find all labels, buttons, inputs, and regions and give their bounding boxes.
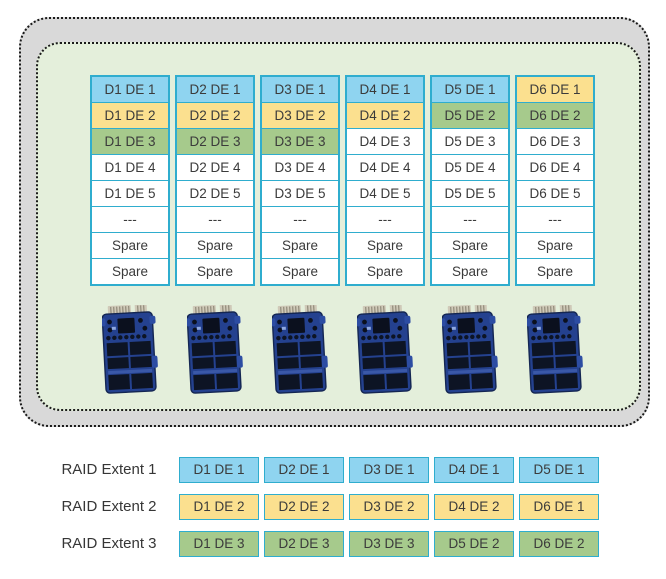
raid-extent-cell: D3 DE 1 bbox=[349, 457, 429, 483]
raid-extent-row-2: RAID Extent 2 D1 DE 2 D2 DE 2 D3 DE 2 D4… bbox=[0, 494, 666, 520]
drive-slot-5 bbox=[430, 305, 510, 395]
raid-extent-cell: D1 DE 3 bbox=[179, 531, 259, 557]
extent-cell: D5 DE 3 bbox=[432, 129, 508, 155]
storage-pool-outer-container: D1 DE 1 D1 DE 2 D1 DE 3 D1 DE 4 D1 DE 5 … bbox=[19, 17, 650, 427]
raid-extent-boxes: D1 DE 3 D2 DE 3 D3 DE 3 D5 DE 2 D6 DE 2 bbox=[179, 531, 599, 557]
extent-cell: D1 DE 5 bbox=[92, 181, 168, 207]
extent-cell-spare: Spare bbox=[92, 259, 168, 284]
drive-column-d2: D2 DE 1 D2 DE 2 D2 DE 3 D2 DE 4 D2 DE 5 … bbox=[175, 75, 255, 286]
raid-extent-row-3: RAID Extent 3 D1 DE 3 D2 DE 3 D3 DE 3 D5… bbox=[0, 531, 666, 557]
extent-cell-spare: Spare bbox=[92, 233, 168, 259]
raid-extent-cell: D2 DE 3 bbox=[264, 531, 344, 557]
extent-cell-ellipsis: --- bbox=[262, 207, 338, 233]
drive-slot-4 bbox=[345, 305, 425, 395]
drive-column-d1: D1 DE 1 D1 DE 2 D1 DE 3 D1 DE 4 D1 DE 5 … bbox=[90, 75, 170, 286]
extent-cell: D4 DE 3 bbox=[347, 129, 423, 155]
extent-cell: D5 DE 2 bbox=[432, 103, 508, 129]
extent-cell-spare: Spare bbox=[262, 259, 338, 284]
extent-cell: D2 DE 2 bbox=[177, 103, 253, 129]
raid-extent-cell: D1 DE 1 bbox=[179, 457, 259, 483]
extent-cell-ellipsis: --- bbox=[347, 207, 423, 233]
extent-cell-ellipsis: --- bbox=[517, 207, 593, 233]
raid-extent-cell: D6 DE 1 bbox=[519, 494, 599, 520]
drive-column-d3: D3 DE 1 D3 DE 2 D3 DE 3 D3 DE 4 D3 DE 5 … bbox=[260, 75, 340, 286]
raid-extent-cell: D3 DE 3 bbox=[349, 531, 429, 557]
raid-extent-label: RAID Extent 2 bbox=[61, 498, 157, 515]
raid-extent-cell: D3 DE 2 bbox=[349, 494, 429, 520]
extent-cell: D6 DE 1 bbox=[517, 77, 593, 103]
ssd-drive-icon bbox=[272, 305, 328, 395]
raid-extent-row-1: RAID Extent 1 D1 DE 1 D2 DE 1 D3 DE 1 D4… bbox=[0, 457, 666, 483]
extent-cell: D5 DE 1 bbox=[432, 77, 508, 103]
extent-cell: D4 DE 1 bbox=[347, 77, 423, 103]
physical-drives-row bbox=[90, 305, 595, 395]
extent-cell: D5 DE 5 bbox=[432, 181, 508, 207]
extent-cell: D4 DE 4 bbox=[347, 155, 423, 181]
extent-cell: D4 DE 2 bbox=[347, 103, 423, 129]
extent-cell-spare: Spare bbox=[517, 233, 593, 259]
extent-cell: D2 DE 5 bbox=[177, 181, 253, 207]
extent-cell: D5 DE 4 bbox=[432, 155, 508, 181]
extent-cell: D6 DE 2 bbox=[517, 103, 593, 129]
raid-extent-cell: D6 DE 2 bbox=[519, 531, 599, 557]
extent-cell-spare: Spare bbox=[517, 259, 593, 284]
extent-cell-spare: Spare bbox=[177, 233, 253, 259]
extent-cell: D3 DE 3 bbox=[262, 129, 338, 155]
extent-cell: D6 DE 5 bbox=[517, 181, 593, 207]
raid-extent-cell: D4 DE 2 bbox=[434, 494, 514, 520]
drive-column-d5: D5 DE 1 D5 DE 2 D5 DE 3 D5 DE 4 D5 DE 5 … bbox=[430, 75, 510, 286]
drive-slot-2 bbox=[175, 305, 255, 395]
extent-cell-spare: Spare bbox=[347, 233, 423, 259]
extent-cell-spare: Spare bbox=[347, 259, 423, 284]
extent-cell: D1 DE 4 bbox=[92, 155, 168, 181]
raid-extent-cell: D2 DE 2 bbox=[264, 494, 344, 520]
raid-extent-cell: D5 DE 2 bbox=[434, 531, 514, 557]
extent-cell-spare: Spare bbox=[262, 233, 338, 259]
extent-cell-ellipsis: --- bbox=[432, 207, 508, 233]
raid-extent-cell: D1 DE 2 bbox=[179, 494, 259, 520]
raid-extent-cell: D2 DE 1 bbox=[264, 457, 344, 483]
drive-column-d6: D6 DE 1 D6 DE 2 D6 DE 3 D6 DE 4 D6 DE 5 … bbox=[515, 75, 595, 286]
extent-cell: D4 DE 5 bbox=[347, 181, 423, 207]
extent-cell-ellipsis: --- bbox=[92, 207, 168, 233]
raid-extent-cell: D5 DE 1 bbox=[519, 457, 599, 483]
extent-cell: D3 DE 4 bbox=[262, 155, 338, 181]
ssd-drive-icon bbox=[527, 305, 583, 395]
extent-cell: D1 DE 2 bbox=[92, 103, 168, 129]
extent-cell: D3 DE 1 bbox=[262, 77, 338, 103]
drive-pool-panel: D1 DE 1 D1 DE 2 D1 DE 3 D1 DE 4 D1 DE 5 … bbox=[36, 42, 641, 411]
extent-cell: D3 DE 2 bbox=[262, 103, 338, 129]
raid-extent-boxes: D1 DE 1 D2 DE 1 D3 DE 1 D4 DE 1 D5 DE 1 bbox=[179, 457, 599, 483]
extent-cell-ellipsis: --- bbox=[177, 207, 253, 233]
raid-extent-label: RAID Extent 1 bbox=[61, 461, 157, 478]
ssd-drive-icon bbox=[442, 305, 498, 395]
raid-extent-boxes: D1 DE 2 D2 DE 2 D3 DE 2 D4 DE 2 D6 DE 1 bbox=[179, 494, 599, 520]
extent-cell: D2 DE 1 bbox=[177, 77, 253, 103]
extent-cell: D3 DE 5 bbox=[262, 181, 338, 207]
extent-cell: D2 DE 3 bbox=[177, 129, 253, 155]
raid-extent-label: RAID Extent 3 bbox=[61, 535, 157, 552]
extent-cell-spare: Spare bbox=[432, 259, 508, 284]
drive-slot-1 bbox=[90, 305, 170, 395]
drive-slot-3 bbox=[260, 305, 340, 395]
ssd-drive-icon bbox=[187, 305, 243, 395]
extent-cell: D6 DE 3 bbox=[517, 129, 593, 155]
extent-cell: D6 DE 4 bbox=[517, 155, 593, 181]
extent-cell: D1 DE 1 bbox=[92, 77, 168, 103]
extent-cell: D1 DE 3 bbox=[92, 129, 168, 155]
extent-cell-spare: Spare bbox=[177, 259, 253, 284]
drive-extent-grid: D1 DE 1 D1 DE 2 D1 DE 3 D1 DE 4 D1 DE 5 … bbox=[90, 75, 595, 286]
raid-extent-cell: D4 DE 1 bbox=[434, 457, 514, 483]
extent-cell-spare: Spare bbox=[432, 233, 508, 259]
ssd-drive-icon bbox=[357, 305, 413, 395]
drive-slot-6 bbox=[515, 305, 595, 395]
extent-cell: D2 DE 4 bbox=[177, 155, 253, 181]
drive-column-d4: D4 DE 1 D4 DE 2 D4 DE 3 D4 DE 4 D4 DE 5 … bbox=[345, 75, 425, 286]
ssd-drive-icon bbox=[102, 305, 158, 395]
